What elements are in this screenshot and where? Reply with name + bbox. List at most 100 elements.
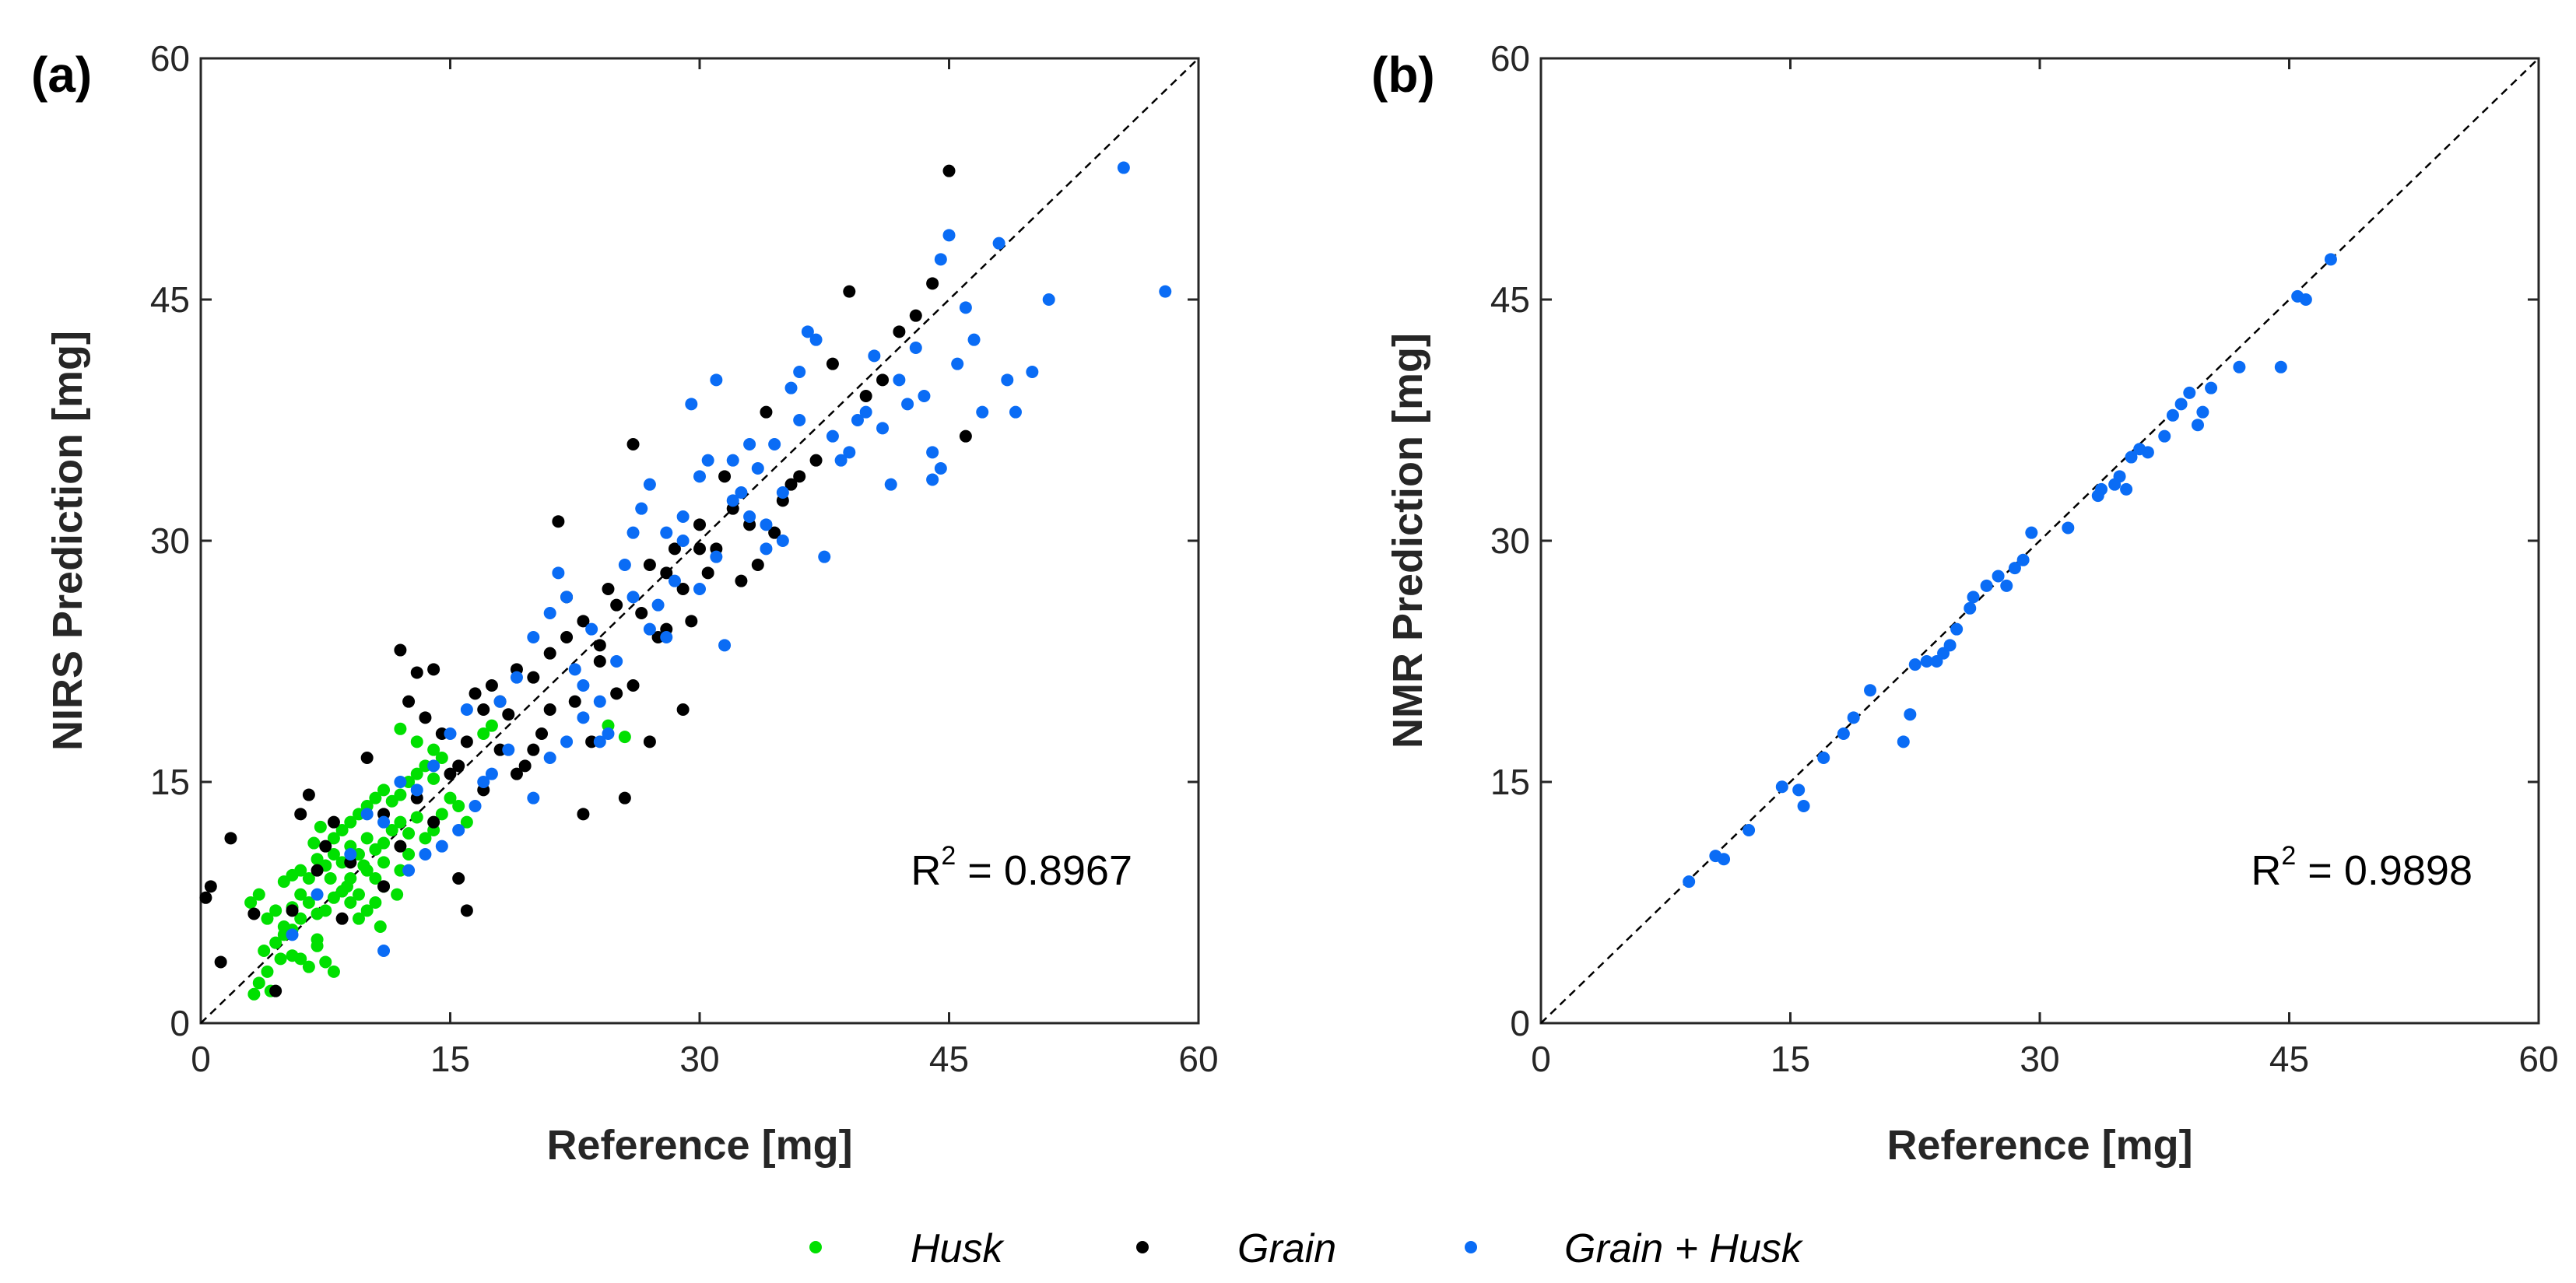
point-a-grain-46 bbox=[627, 438, 640, 450]
point-a-grain-husk-81 bbox=[693, 583, 706, 595]
point-a-grain-husk-87 bbox=[793, 414, 805, 426]
point-a-grain-husk-88 bbox=[594, 696, 606, 708]
point-a-husk-4 bbox=[258, 945, 270, 957]
point-a-husk-2 bbox=[261, 966, 273, 978]
y-tick-label-a-2: 30 bbox=[150, 521, 190, 561]
point-b-grain-husk-0 bbox=[1683, 875, 1695, 888]
point-a-grain-husk-64 bbox=[935, 253, 947, 265]
point-b-grain-husk-42 bbox=[2205, 382, 2217, 394]
point-a-grain-husk-90 bbox=[560, 735, 573, 748]
point-a-husk-1 bbox=[253, 976, 265, 989]
figure: 0 15 30 45 60 015304560 Reference [mg] NIRS … bbox=[0, 0, 2576, 1283]
point-a-grain-37 bbox=[552, 515, 564, 528]
point-a-grain-husk-99 bbox=[402, 864, 415, 877]
point-a-grain-20 bbox=[427, 663, 440, 675]
point-a-grain-husk-61 bbox=[926, 446, 939, 458]
point-a-grain-husk-65 bbox=[943, 229, 956, 241]
point-a-husk-84 bbox=[619, 731, 631, 743]
point-a-husk-63 bbox=[411, 735, 423, 748]
point-a-grain-husk-48 bbox=[818, 551, 830, 563]
x-tick-label-b-4: 60 bbox=[2518, 1039, 2558, 1079]
point-a-grain-husk-59 bbox=[910, 342, 922, 354]
point-a-grain-76 bbox=[960, 430, 972, 443]
point-a-grain-husk-24 bbox=[619, 559, 631, 571]
point-a-grain-6 bbox=[286, 904, 299, 917]
point-a-husk-44 bbox=[411, 811, 423, 823]
point-a-husk-26 bbox=[353, 889, 365, 901]
point-a-husk-75 bbox=[369, 896, 381, 909]
legend-label-husk: Husk bbox=[911, 1226, 1005, 1271]
point-a-grain-43 bbox=[602, 583, 614, 595]
point-b-grain-husk-41 bbox=[2196, 406, 2209, 419]
point-a-grain-husk-68 bbox=[968, 334, 981, 346]
panel-a: 0 15 30 45 60 0 15 30 45 60 Reference [mg] NIRS … bbox=[31, 38, 1219, 1169]
point-a-grain-husk-67 bbox=[960, 301, 972, 314]
point-a-grain-husk-13 bbox=[511, 671, 523, 684]
point-a-grain-39 bbox=[569, 696, 581, 708]
point-a-husk-73 bbox=[275, 952, 287, 965]
y-tick-label-b-4: 60 bbox=[1490, 38, 1530, 79]
point-a-grain-husk-1 bbox=[311, 889, 324, 901]
point-a-grain-47 bbox=[635, 607, 648, 619]
point-a-grain-68 bbox=[826, 358, 839, 370]
point-a-grain-2 bbox=[224, 832, 237, 844]
y-axis-label-a: NIRS Prediction [mg] bbox=[44, 331, 91, 751]
point-a-husk-16 bbox=[269, 904, 282, 917]
point-a-husk-88 bbox=[341, 880, 353, 892]
point-a-grain-husk-17 bbox=[560, 591, 573, 603]
point-a-grain-62 bbox=[760, 406, 772, 419]
point-a-grain-husk-75 bbox=[1118, 162, 1130, 174]
point-a-grain-husk-83 bbox=[727, 454, 739, 467]
point-b-grain-husk-44 bbox=[2275, 361, 2287, 373]
point-a-grain-18 bbox=[411, 666, 423, 678]
point-b-grain-husk-26 bbox=[2025, 527, 2037, 539]
point-a-grain-14 bbox=[361, 752, 374, 764]
x-axis-label-b: Reference [mg] bbox=[1886, 1122, 2192, 1169]
point-a-grain-husk-27 bbox=[644, 478, 656, 491]
y-tick-label-b-3: 45 bbox=[1490, 279, 1530, 320]
r2-value-b: = 0.9898 bbox=[2296, 847, 2472, 894]
point-b-grain-husk-40 bbox=[2192, 419, 2204, 431]
legend-item-grain: Grain bbox=[1136, 1226, 1336, 1271]
point-a-husk-42 bbox=[394, 816, 406, 829]
point-b-grain-husk-3 bbox=[1742, 824, 1755, 836]
point-b-grain-husk-13 bbox=[1909, 658, 1921, 671]
point-b-grain-husk-12 bbox=[1904, 708, 1916, 720]
point-a-grain-husk-18 bbox=[569, 663, 581, 675]
point-a-grain-54 bbox=[693, 518, 706, 531]
point-a-grain-husk-56 bbox=[885, 478, 897, 491]
point-a-grain-husk-63 bbox=[935, 462, 947, 475]
point-a-grain-husk-29 bbox=[660, 631, 672, 643]
point-a-grain-husk-30 bbox=[669, 575, 681, 587]
point-a-grain-12 bbox=[336, 913, 349, 925]
point-a-grain-17 bbox=[402, 696, 415, 708]
y-tick-label-a-3: 45 bbox=[150, 279, 190, 320]
x-tick-labels-b: 0 15 30 45 60 bbox=[1531, 1039, 2558, 1079]
point-a-grain-husk-47 bbox=[810, 334, 823, 346]
point-b-grain-husk-9 bbox=[1848, 711, 1860, 724]
point-a-husk-85 bbox=[374, 920, 387, 933]
point-a-grain-husk-60 bbox=[918, 390, 930, 402]
point-a-husk-11 bbox=[319, 955, 332, 968]
point-a-grain-husk-84 bbox=[743, 438, 756, 450]
point-a-grain-husk-36 bbox=[718, 639, 731, 651]
panel-label-a: (a) bbox=[31, 47, 92, 103]
y-axis-label-b: NMR Prediction [mg] bbox=[1385, 333, 1431, 748]
point-a-grain-husk-49 bbox=[826, 430, 839, 443]
point-a-grain-husk-35 bbox=[710, 373, 722, 386]
point-b-grain-husk-5 bbox=[1792, 783, 1805, 796]
point-a-husk-91 bbox=[314, 821, 327, 833]
point-a-grain-husk-2 bbox=[344, 848, 356, 861]
point-a-grain-91 bbox=[427, 816, 440, 829]
point-a-grain-husk-72 bbox=[1009, 406, 1022, 419]
x-tick-label-a-0: 0 bbox=[191, 1039, 211, 1079]
x-tick-label-a-2: 30 bbox=[679, 1039, 719, 1079]
r2-prefix-a: R bbox=[911, 847, 941, 894]
x-tick-labels-a: 0 15 30 45 60 bbox=[191, 1039, 1218, 1079]
point-a-grain-husk-77 bbox=[627, 591, 640, 603]
x-tick-label-b-3: 45 bbox=[2269, 1039, 2309, 1079]
point-a-grain-61 bbox=[752, 559, 764, 571]
point-a-grain-5 bbox=[269, 985, 282, 997]
point-a-husk-89 bbox=[357, 859, 370, 871]
point-a-grain-1 bbox=[205, 880, 217, 892]
